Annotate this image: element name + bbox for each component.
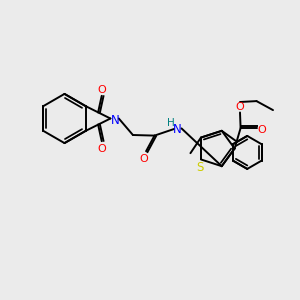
Text: N: N — [173, 123, 182, 136]
Text: O: O — [139, 154, 148, 164]
Text: O: O — [97, 85, 106, 95]
Text: S: S — [197, 161, 204, 174]
Text: H: H — [167, 118, 174, 128]
Text: N: N — [110, 113, 119, 127]
Text: O: O — [235, 102, 244, 112]
Text: O: O — [97, 144, 106, 154]
Text: O: O — [257, 125, 266, 135]
